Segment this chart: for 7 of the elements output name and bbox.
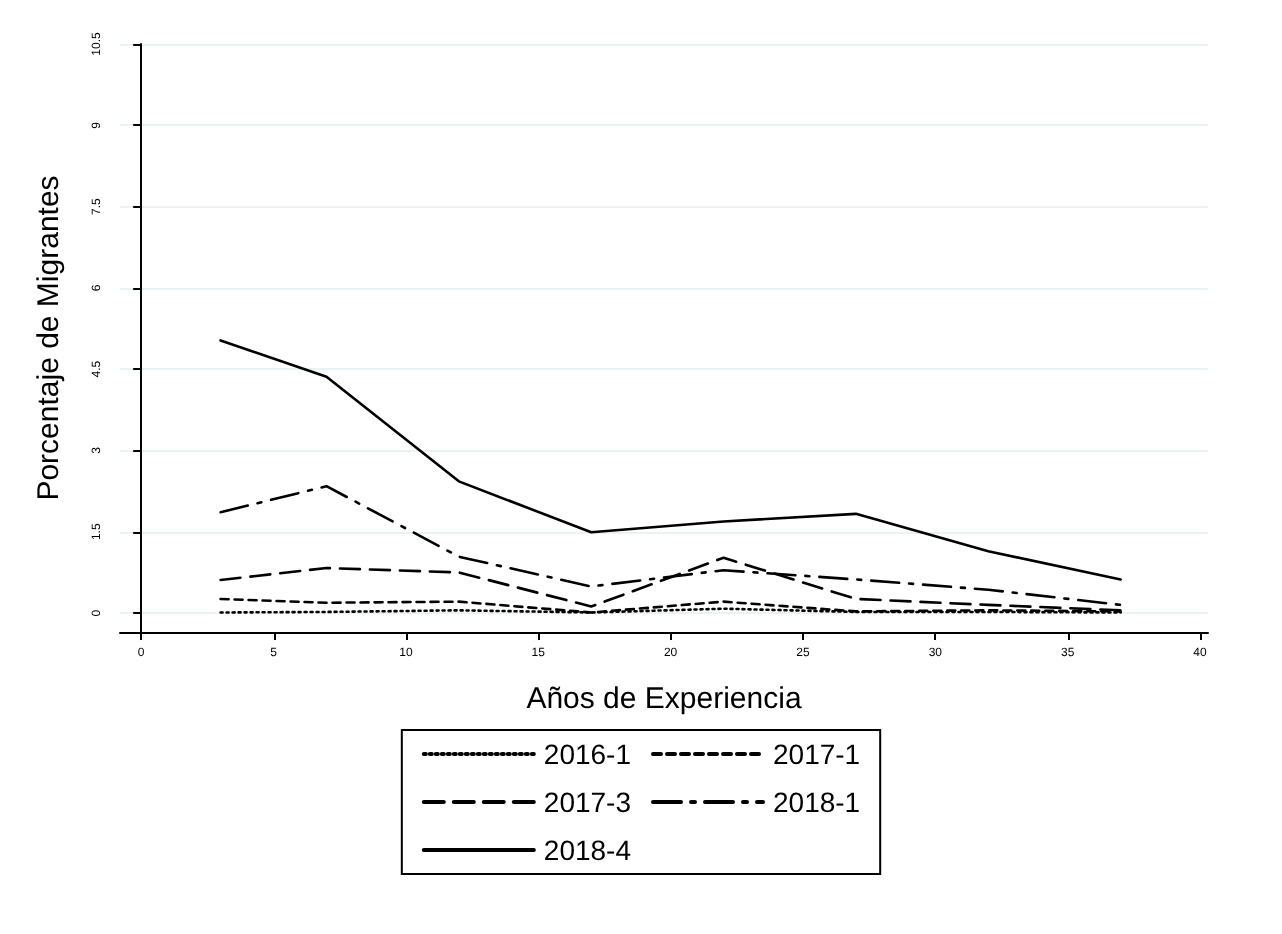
legend-label: 2017-3 bbox=[543, 786, 632, 818]
legend-label: 2017-1 bbox=[773, 738, 861, 770]
x-axis-title: Años de Experiencia bbox=[526, 682, 803, 716]
y-axis-title: Porcentaje de Migrantes bbox=[32, 175, 66, 501]
legend-label: 2018-4 bbox=[543, 834, 632, 866]
legend-label: 2018-1 bbox=[773, 786, 861, 818]
legend-label: 2016-1 bbox=[543, 738, 632, 770]
